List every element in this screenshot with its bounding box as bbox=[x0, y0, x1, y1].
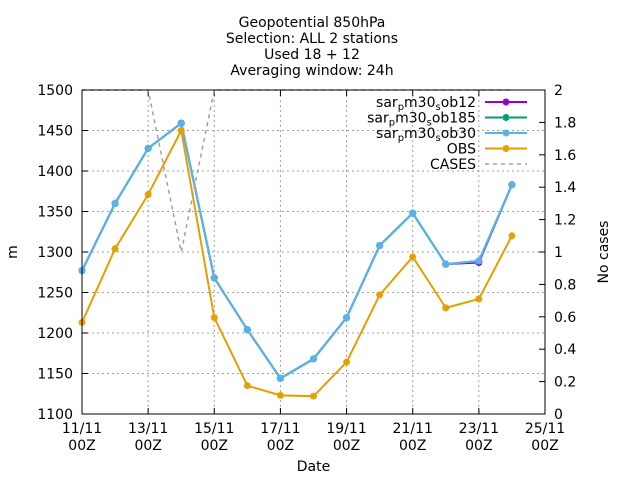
data-point bbox=[376, 242, 384, 250]
y-tick-label: 1500 bbox=[37, 83, 73, 99]
data-point bbox=[442, 304, 450, 312]
y-tick-label: 1400 bbox=[37, 164, 73, 180]
x-tick-label-time: 00Z bbox=[531, 438, 558, 454]
data-point bbox=[177, 119, 185, 127]
data-point bbox=[475, 257, 483, 265]
data-point bbox=[475, 295, 483, 303]
x-axis-label: Date bbox=[297, 459, 330, 475]
data-point bbox=[243, 382, 251, 390]
y2-tick-label: 2 bbox=[554, 83, 563, 99]
series-2 bbox=[78, 119, 516, 382]
data-point bbox=[243, 326, 251, 334]
y-tick-label: 1300 bbox=[37, 245, 73, 261]
data-point bbox=[409, 253, 417, 261]
legend-marker bbox=[502, 114, 510, 121]
y2-tick-label: 1.2 bbox=[554, 213, 576, 229]
grid bbox=[82, 90, 545, 414]
x-tick-label-time: 00Z bbox=[201, 438, 228, 454]
y2-tick-label: 1.6 bbox=[554, 148, 576, 164]
x-tick-label-time: 00Z bbox=[134, 438, 161, 454]
data-point bbox=[210, 274, 218, 282]
legend-label: OBS bbox=[447, 142, 476, 158]
y-tick-label: 1150 bbox=[37, 367, 73, 383]
y2-tick-label: 0.4 bbox=[554, 342, 576, 358]
x-tick-label-date: 25/11 bbox=[525, 421, 565, 437]
y-tick-label: 1250 bbox=[37, 286, 73, 302]
x-tick-label-time: 00Z bbox=[465, 438, 492, 454]
data-point bbox=[343, 314, 351, 322]
y2-axis-ticks: 0 0.2 0.4 0.6 0.8 1 1.2 1.4 1.6 1.8 2 bbox=[539, 83, 576, 423]
y-tick-label: 1350 bbox=[37, 205, 73, 221]
y2-tick-label: 0.2 bbox=[554, 375, 576, 391]
x-tick-label-date: 17/11 bbox=[260, 421, 300, 437]
data-point bbox=[144, 144, 152, 152]
legend-marker bbox=[502, 129, 510, 137]
series-line bbox=[81, 127, 513, 398]
title-line: Used 18 + 12 bbox=[264, 47, 360, 63]
x-tick-label-date: 19/11 bbox=[326, 421, 366, 437]
series-line bbox=[81, 121, 513, 380]
legend-label: sarpm30sob12 bbox=[376, 95, 476, 113]
data-point bbox=[276, 391, 284, 399]
x-tick-label-time: 00Z bbox=[333, 438, 360, 454]
legend-label: sarpm30sob185 bbox=[367, 111, 476, 129]
title-line: Averaging window: 24h bbox=[230, 63, 393, 79]
data-point bbox=[508, 181, 516, 189]
y2-tick-label: 1 bbox=[554, 245, 563, 261]
y-tick-label: 1100 bbox=[37, 407, 73, 423]
data-point bbox=[508, 232, 516, 240]
x-tick-label-date: 15/11 bbox=[194, 421, 234, 437]
x-tick-label-date: 23/11 bbox=[459, 421, 499, 437]
data-point bbox=[409, 209, 417, 217]
x-tick-label-date: 21/11 bbox=[393, 421, 433, 437]
x-tick-label-date: 11/11 bbox=[62, 421, 102, 437]
y2-axis-label: No cases bbox=[596, 221, 612, 284]
title-line: Geopotential 850hPa bbox=[239, 15, 386, 31]
data-point bbox=[144, 190, 152, 198]
x-tick-label-time: 00Z bbox=[267, 438, 294, 454]
data-point bbox=[310, 355, 317, 363]
y-tick-label: 1200 bbox=[37, 326, 73, 342]
data-point bbox=[442, 260, 450, 268]
x-tick-label-time: 00Z bbox=[68, 438, 95, 454]
data-point bbox=[111, 199, 119, 207]
x-axis-ticks: 11/1100Z13/1100Z15/1100Z17/1100Z19/1100Z… bbox=[62, 90, 565, 454]
title-line: Selection: ALL 2 stations bbox=[226, 31, 398, 47]
y2-tick-label: 0.8 bbox=[554, 277, 576, 293]
data-point bbox=[177, 127, 185, 134]
y2-tick-label: 1.4 bbox=[554, 180, 576, 196]
legend-label: CASES bbox=[430, 157, 476, 173]
x-tick-label-time: 00Z bbox=[399, 438, 426, 454]
y2-tick-label: 0 bbox=[554, 407, 563, 423]
data-point bbox=[276, 374, 284, 382]
data-point bbox=[310, 392, 317, 400]
y2-tick-label: 0.6 bbox=[554, 310, 576, 326]
legend-marker bbox=[502, 98, 510, 106]
data-point bbox=[376, 291, 384, 299]
legend-label: sarpm30sob30 bbox=[376, 126, 476, 144]
x-tick-label-date: 13/11 bbox=[128, 421, 168, 437]
plot-frame bbox=[81, 89, 546, 415]
y-tick-label: 1450 bbox=[37, 124, 73, 140]
data-point bbox=[343, 358, 351, 366]
legend: sarpm30sob12sarpm30sob185sarpm30sob30OBS… bbox=[367, 95, 527, 173]
y-axis-label: m bbox=[5, 245, 21, 259]
data-point bbox=[111, 245, 119, 253]
y-axis-ticks: 1100 1150 1200 1250 1300 1350 1400 1450 1500 bbox=[37, 83, 88, 423]
y2-tick-label: 1.8 bbox=[554, 115, 576, 131]
data-point bbox=[210, 314, 218, 322]
legend-marker bbox=[502, 145, 510, 152]
